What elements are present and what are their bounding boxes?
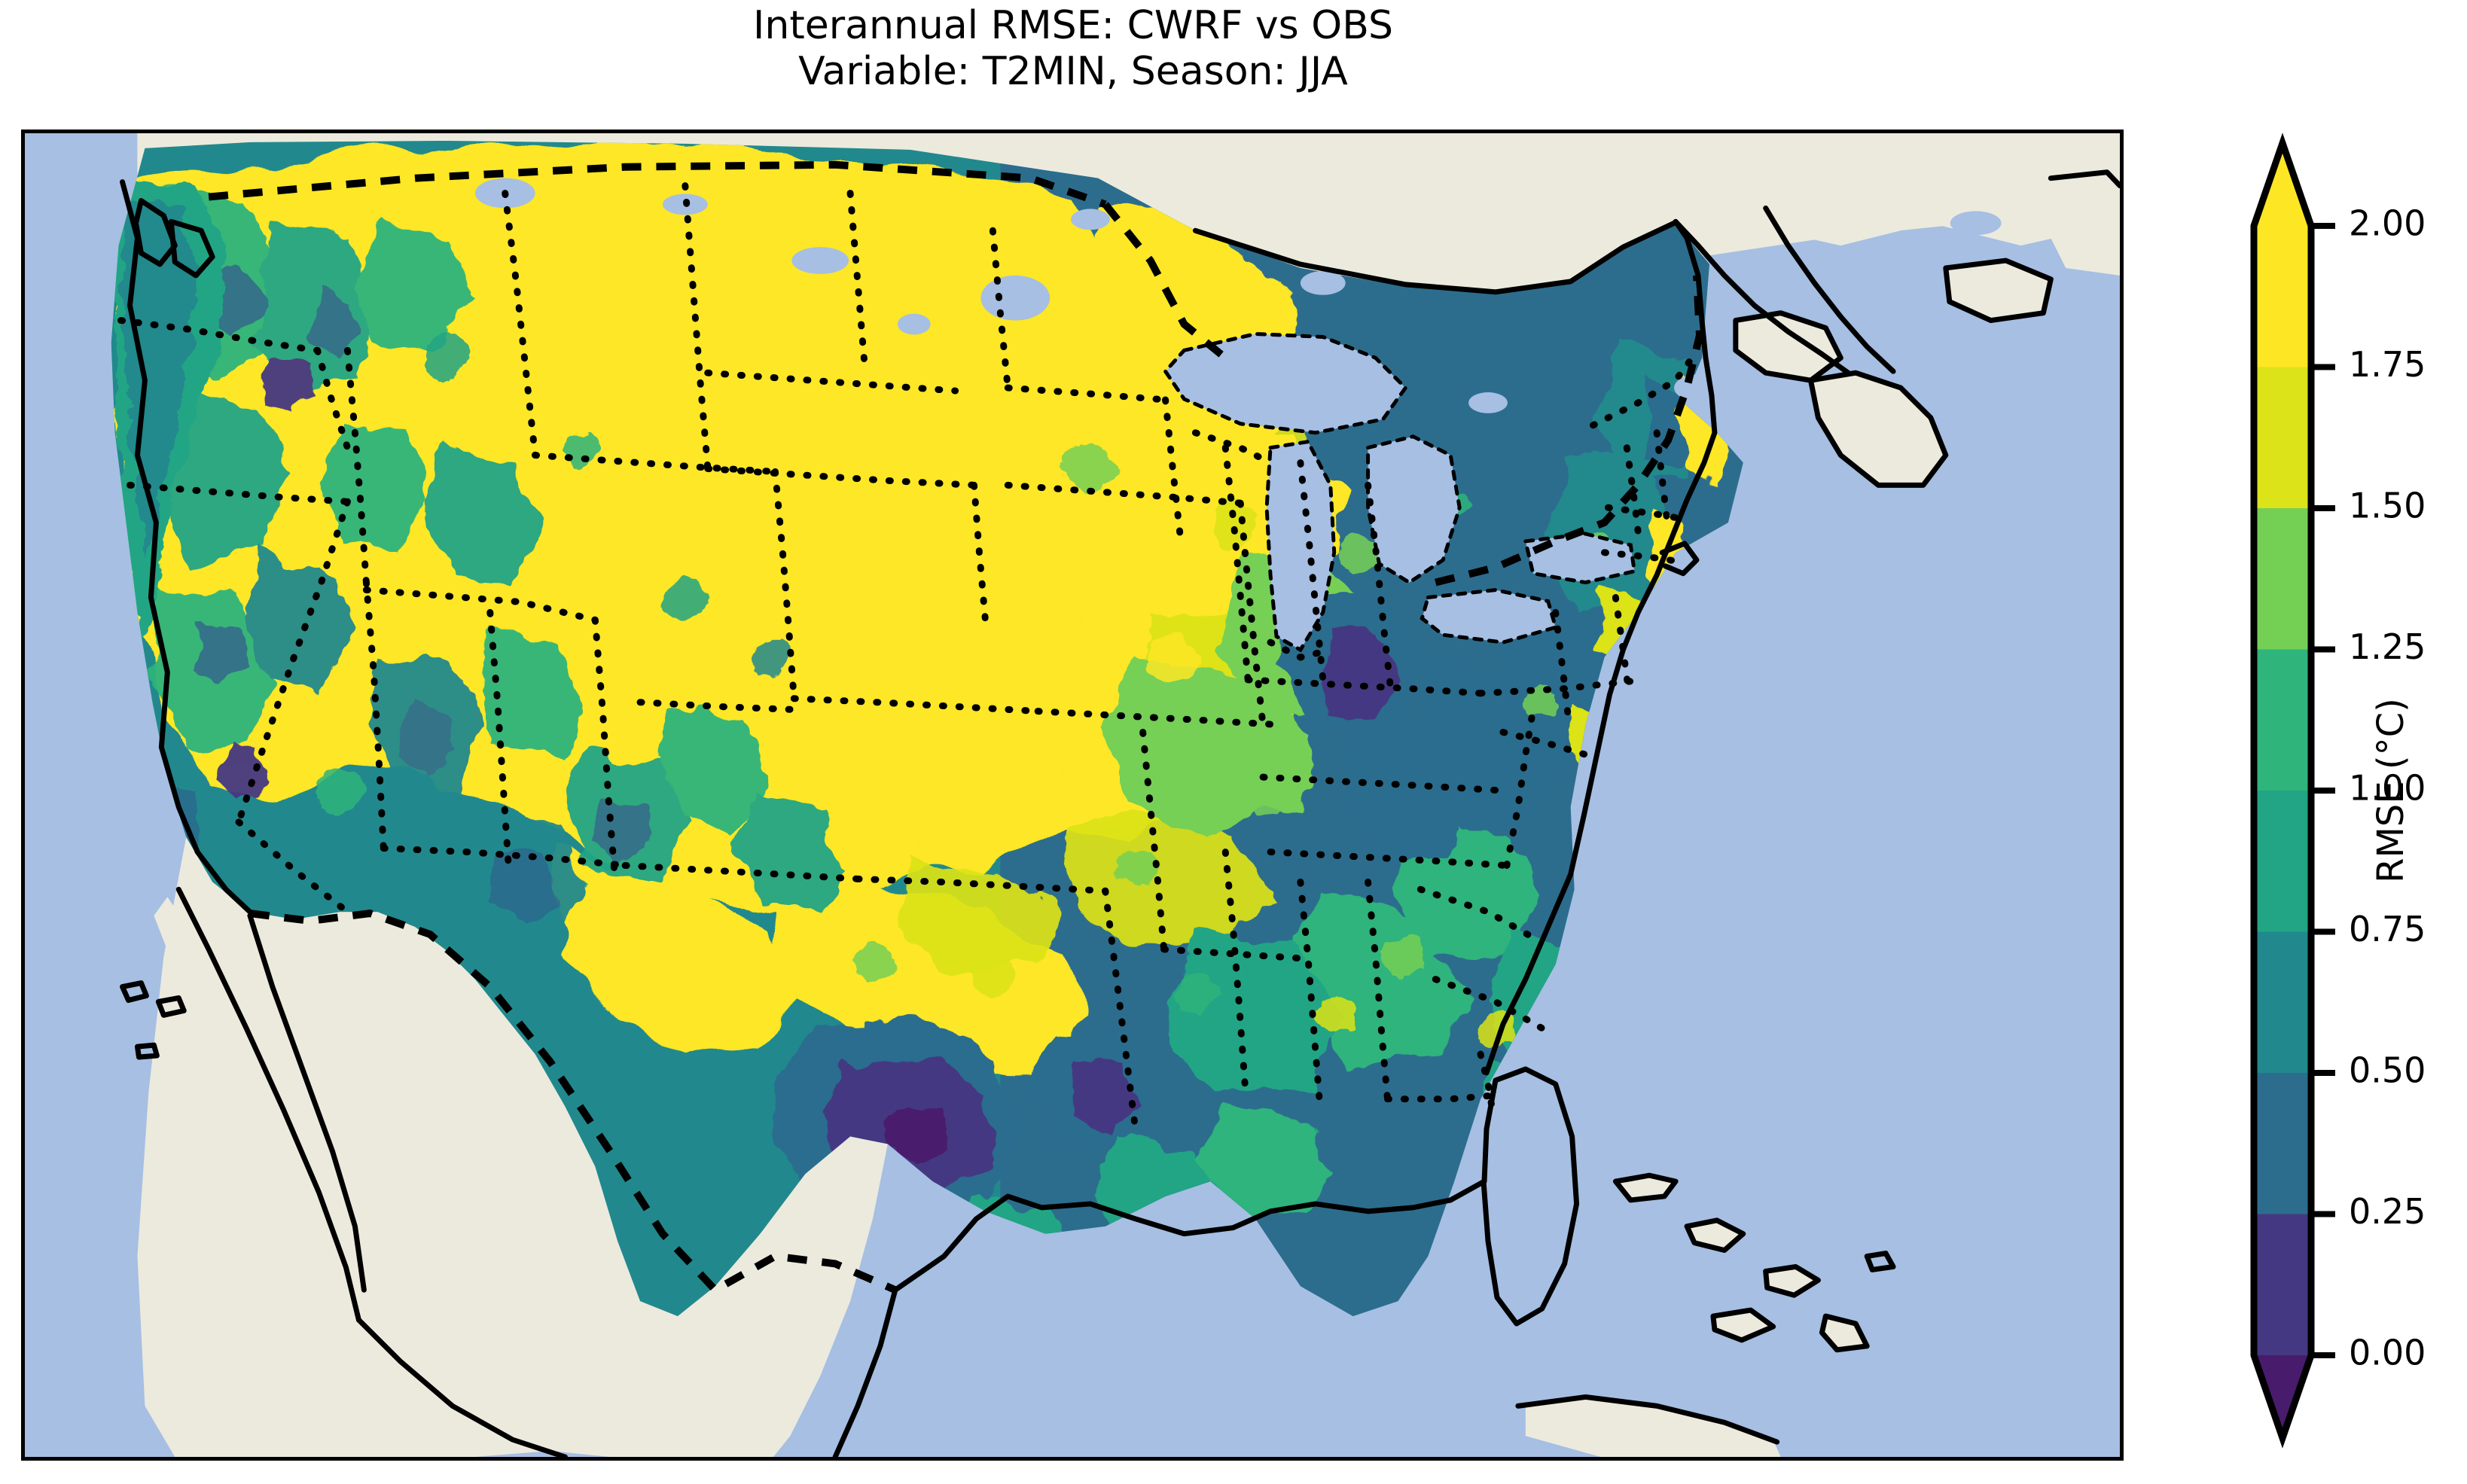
title-line-1: Interannual RMSE: CWRF vs OBS: [753, 3, 1393, 48]
cb-tick-label: 1.75: [2349, 344, 2426, 385]
colorbar-svg[interactable]: 2.00 1.75 1.50 1.25 1.00 0.75 0.50 0.25 …: [2209, 133, 2435, 1449]
cb-tick-label: 0.50: [2349, 1050, 2426, 1091]
great-lakes: [474, 178, 2002, 653]
cb-tick-label: 2.00: [2349, 203, 2426, 244]
coastlines: [120, 169, 2120, 1457]
colorbar-label: RMSE (°C): [2370, 698, 2412, 883]
cb-tick-label: 1.25: [2349, 626, 2426, 667]
colorbar-over-arrow: [2254, 143, 2311, 226]
cb-tick-label: 0.75: [2349, 909, 2426, 949]
colorbar-tick-labels: 2.00 1.75 1.50 1.25 1.00 0.75 0.50 0.25 …: [2349, 203, 2426, 1373]
cb-tick-label: 0.25: [2349, 1191, 2426, 1232]
country-borders: [208, 160, 1704, 1295]
map-plot: [25, 133, 2120, 1457]
colorbar[interactable]: 2.00 1.75 1.50 1.25 1.00 0.75 0.50 0.25 …: [2250, 133, 2426, 1449]
cb-tick-label: 0.00: [2349, 1333, 2426, 1373]
cb-tick-label: 1.00: [2349, 768, 2426, 809]
colorbar-ticks: [2311, 223, 2335, 1358]
title-line-2: Variable: T2MIN, Season: JJA: [798, 49, 1348, 95]
cb-tick-label: 1.50: [2349, 486, 2426, 526]
figure-title: Interannual RMSE: CWRF vs OBS Variable: …: [0, 3, 2146, 96]
state-borders: [117, 182, 1696, 1132]
colorbar-under-arrow: [2254, 1355, 2311, 1438]
map-axes[interactable]: [21, 130, 2124, 1461]
colorbar-bands: [2254, 226, 2311, 1355]
